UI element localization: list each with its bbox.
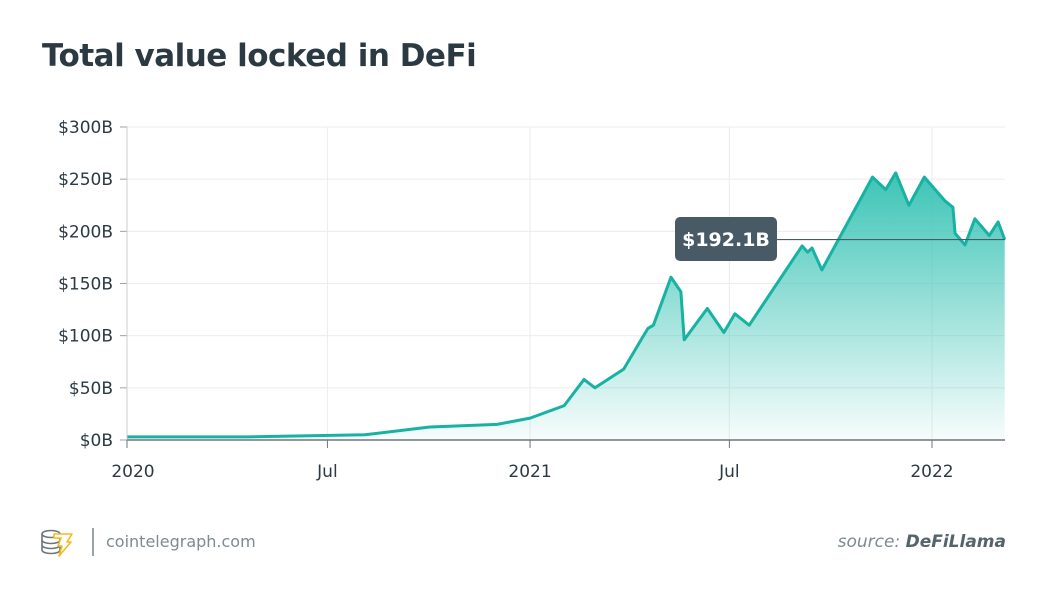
- chart-title: Total value locked in DeFi: [42, 38, 477, 74]
- y-tick-label: $50B: [69, 379, 113, 399]
- y-tick-label: $150B: [58, 275, 113, 295]
- area-fill: [127, 172, 1005, 440]
- y-tick-label: $300B: [58, 118, 113, 138]
- footer-divider: [92, 528, 94, 556]
- x-tick-label: 2021: [508, 462, 551, 482]
- source-credit: source: DeFiLlama: [838, 532, 1006, 552]
- x-tick-label: Jul: [316, 462, 338, 482]
- x-tick-label: 2022: [910, 462, 953, 482]
- annotation-callout: [675, 217, 777, 261]
- y-tick-label: $100B: [58, 327, 113, 347]
- source-prefix: source:: [837, 532, 901, 552]
- x-tick-label: 2020: [111, 462, 154, 482]
- y-tick-label: $200B: [58, 222, 113, 242]
- y-tick-label: $0B: [80, 431, 113, 451]
- x-tick-label: Jul: [718, 462, 740, 482]
- source-name: DeFiLlama: [905, 532, 1006, 552]
- tvl-series-line: [127, 171, 1007, 439]
- footer-site-link[interactable]: cointelegraph.com: [106, 532, 256, 551]
- annotation-label: $192.1B: [682, 229, 770, 251]
- y-tick-label: $250B: [58, 170, 113, 190]
